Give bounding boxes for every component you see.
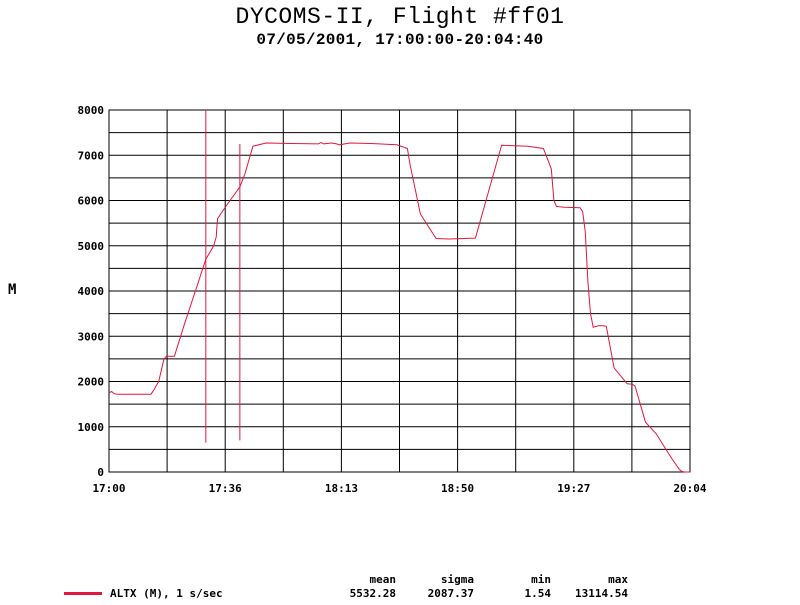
y-tick-label: 7000: [78, 149, 105, 162]
y-tick-label: 0: [97, 466, 104, 479]
y-tick-label: 1000: [78, 421, 105, 434]
y-tick-label: 6000: [78, 195, 105, 208]
legend-label: ALTX (M), 1 s/sec: [110, 587, 223, 600]
y-tick-label: 3000: [78, 330, 105, 343]
x-tick-label: 19:27: [557, 482, 590, 495]
legend-swatch: [64, 592, 102, 595]
stat-header-max: max: [608, 573, 628, 586]
stat-value-mean: 5532.28: [349, 587, 396, 600]
stat-value-max: 13114.54: [575, 587, 628, 600]
series-line-altx: [108, 142, 690, 473]
y-tick-label: 5000: [78, 240, 105, 253]
chart-title: DYCOMS-II, Flight #ff01: [235, 4, 565, 30]
x-tick-label: 17:00: [92, 482, 125, 495]
grid: [108, 109, 691, 473]
y-tick-label: 4000: [78, 285, 105, 298]
stat-value-min: 1.54: [524, 587, 552, 600]
y-axis-label: M: [8, 282, 17, 298]
x-tick-label: 18:13: [325, 482, 358, 495]
stat-value-sigma: 2087.37: [427, 587, 474, 600]
stat-header-min: min: [531, 573, 551, 586]
y-tick-label: 8000: [78, 104, 105, 117]
y-tick-label: 2000: [78, 376, 105, 389]
chart-subtitle: 07/05/2001, 17:00:00-20:04:40: [256, 31, 544, 49]
stat-header-mean: mean: [369, 573, 397, 586]
series-layer: [108, 110, 690, 473]
x-tick-label: 18:50: [441, 482, 474, 495]
stat-header-sigma: sigma: [440, 573, 474, 586]
x-tick-label: 20:04: [673, 482, 706, 495]
tick-labels: 0 1000 2000 3000 4000 5000 6000 7000 8000 17:00 17…: [78, 104, 707, 495]
x-tick-label: 17:36: [209, 482, 242, 495]
